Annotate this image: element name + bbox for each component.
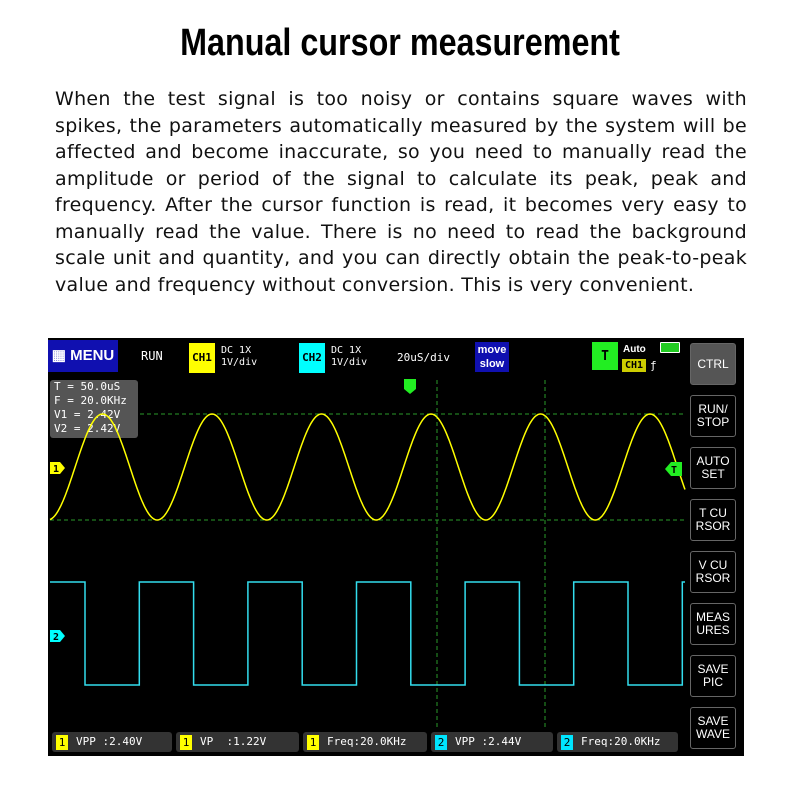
page-title: Manual cursor measurement [180,22,620,64]
trigger-level-marker[interactable] [665,462,682,476]
channel-number-badge: 1 [180,734,192,750]
channel-number-badge: 1 [56,734,68,750]
trigger-position-marker[interactable] [404,379,416,394]
cursor-freq: F = 20.0KHz [54,394,127,407]
measurement-value: VPP :2.40V [76,735,143,748]
measurement-3[interactable]: 2 VPP :2.44V [431,732,553,752]
ch2-level-marker[interactable] [50,630,65,642]
button-t-cu-rsor[interactable]: T CU RSOR [690,499,736,541]
measurement-value: VP :1.22V [200,735,267,748]
ch1-scale: 1V/div [221,357,258,368]
button-save-wave[interactable]: SAVE WAVE [690,707,736,749]
button-save-pic[interactable]: SAVE PIC [690,655,736,697]
measurement-4[interactable]: 2 Freq:20.0KHz [557,732,678,752]
measurement-value: Freq:20.0KHz [327,735,407,748]
measurement-2[interactable]: 1 Freq:20.0KHz [303,732,427,752]
button-meas-ures[interactable]: MEAS URES [690,603,736,645]
description: When the test signal is too noisy or con… [55,88,747,296]
ch2-waveform [50,581,685,686]
cursor-v2: V2 = 2.42V [54,422,121,435]
ch1-waveform [49,413,686,521]
ch1-coupling: DC 1X [221,345,252,356]
channel-number-badge: 1 [307,734,319,750]
cursor-time: T = 50.0uS [54,380,121,393]
oscilloscope-screen: ▦ MENU RUN CH1 DC 1X 1V/div CH2 DC 1X 1V/d… [48,338,744,756]
trigger-mode: Auto [623,344,646,355]
cursor-info-panel: T = 50.0uS F = 20.0KHz V1 = 2.42V V2 = 2… [50,380,138,438]
button-v-cu-rsor[interactable]: V CU RSOR [690,551,736,593]
button-ctrl[interactable]: CTRL [690,343,736,385]
rising-edge-icon: ƒ [650,359,657,372]
measurement-1[interactable]: 1 VP :1.22V [176,732,299,752]
timebase[interactable]: 20uS/div [397,351,450,364]
ch2-badge[interactable]: CH2 [299,343,325,373]
ch1-marker-label: 1 [53,464,59,475]
cursor-v1: V1 = 2.42V [54,408,121,421]
menu-button[interactable]: ▦ MENU [48,340,118,372]
trigger-source: CH1 [622,359,646,372]
run-state[interactable]: RUN [141,349,163,363]
trigger-marker-label: T [671,465,677,476]
grid-icon: ▦ [51,347,71,364]
ch2-scale: 1V/div [331,357,368,368]
waveform-display: 1 2 T [49,379,686,730]
measurement-value: Freq:20.0KHz [581,735,661,748]
ch1-level-marker[interactable] [50,462,65,474]
measurement-0[interactable]: 1 VPP :2.40V [52,732,172,752]
ch2-coupling: DC 1X [331,345,362,356]
button-run-stop[interactable]: RUN/ STOP [690,395,736,437]
button-auto-set[interactable]: AUTO SET [690,447,736,489]
ch1-badge[interactable]: CH1 [189,343,215,373]
ch2-marker-label: 2 [53,632,59,643]
move-speed-button[interactable]: move slow [475,342,509,372]
measurement-value: VPP :2.44V [455,735,522,748]
trigger-button[interactable]: T [592,342,618,370]
channel-number-badge: 2 [435,734,447,750]
battery-icon [660,342,680,353]
channel-number-badge: 2 [561,734,573,750]
